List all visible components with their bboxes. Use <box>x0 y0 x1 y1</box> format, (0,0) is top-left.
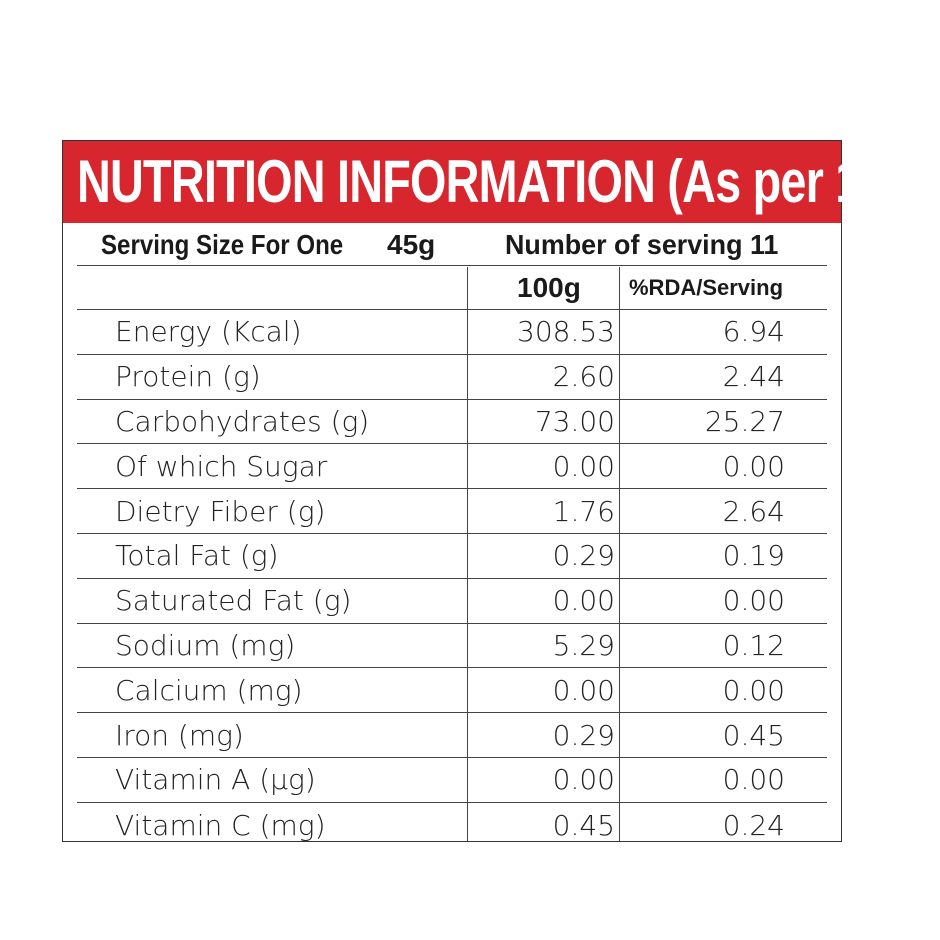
header-rda: %RDA/Serving <box>629 275 784 300</box>
header-per-100g: 100g <box>517 272 581 303</box>
table-row: Protein (g) 2.60 2.44 <box>77 355 827 400</box>
nutrient-name: Vitamin A (µg) <box>115 763 316 797</box>
nutrient-rda: 0.00 <box>722 449 785 483</box>
nutrient-per-100g: 5.29 <box>552 628 615 662</box>
nutrition-panel: NUTRITION INFORMATION (As per 100g) Serv… <box>62 140 940 842</box>
table-row: Iron (mg) 0.29 0.45 <box>77 713 827 758</box>
nutrient-per-100g: 0.29 <box>552 718 615 752</box>
nutrient-name: Iron (mg) <box>115 718 244 752</box>
table-row: Vitamin C (mg) 0.45 0.24 <box>77 803 827 848</box>
nutrient-name: Of which Sugar <box>115 449 328 483</box>
nutrient-per-100g: 0.29 <box>552 539 615 573</box>
nutrient-name: Carbohydrates (g) <box>115 404 370 438</box>
serving-divider <box>77 265 827 266</box>
nutrient-name: Vitamin C (mg) <box>115 808 326 842</box>
table-row: Carbohydrates (g) 73.00 25.27 <box>77 400 827 445</box>
column-divider-2 <box>619 267 620 841</box>
nutrient-per-100g: 0.45 <box>552 808 615 842</box>
table-row: Energy (Kcal) 308.53 6.94 <box>77 310 827 355</box>
nutrient-rda: 0.19 <box>722 539 785 573</box>
column-header-row: 100g %RDA/Serving <box>77 267 827 310</box>
nutrient-per-100g: 73.00 <box>534 404 615 438</box>
nutrient-name: Protein (g) <box>115 360 261 394</box>
table-row: Vitamin A (µg) 0.00 0.00 <box>77 758 827 803</box>
serving-size-label: Serving Size For One <box>101 229 344 260</box>
nutrient-per-100g: 308.53 <box>517 315 615 349</box>
column-divider-1 <box>467 267 468 841</box>
table-row: Calcium (mg) 0.00 0.00 <box>77 668 827 714</box>
nutrient-rda: 2.64 <box>722 494 785 528</box>
nutrient-name: Sodium (mg) <box>115 628 296 662</box>
table-row: Saturated Fat (g) 0.00 0.00 <box>77 579 827 624</box>
nutrient-rda: 0.00 <box>722 584 785 618</box>
nutrient-per-100g: 1.76 <box>552 494 615 528</box>
nutrient-name: Energy (Kcal) <box>115 315 302 349</box>
nutrient-name: Total Fat (g) <box>115 539 279 573</box>
table-row: Sodium (mg) 5.29 0.12 <box>77 624 827 669</box>
title-banner: NUTRITION INFORMATION (As per 100g) <box>63 141 940 223</box>
nutrient-per-100g: 0.00 <box>552 673 615 707</box>
nutrient-per-100g: 0.00 <box>552 584 615 618</box>
serving-size-value: 45g <box>387 229 436 260</box>
nutrient-rda: 2.44 <box>722 360 785 394</box>
table-row: Total Fat (g) 0.29 0.19 <box>77 534 827 579</box>
nutrient-rda: 0.24 <box>722 808 785 842</box>
nutrient-rda: 0.00 <box>722 673 785 707</box>
table-row: Dietry Fiber (g) 1.76 2.64 <box>77 489 827 534</box>
serving-row: Serving Size For One 45g Number of servi… <box>77 223 827 267</box>
page-title: NUTRITION INFORMATION (As per 100g) <box>77 148 940 215</box>
nutrient-name: Calcium (mg) <box>115 673 303 707</box>
nutrient-rda: 6.94 <box>722 315 785 349</box>
serving-count-label: Number of serving 11 <box>505 229 779 260</box>
nutrient-rda: 0.00 <box>722 763 785 797</box>
nutrient-name: Dietry Fiber (g) <box>115 494 326 528</box>
nutrient-rda: 0.45 <box>722 718 785 752</box>
table-row: Of which Sugar 0.00 0.00 <box>77 444 827 490</box>
nutrient-per-100g: 0.00 <box>552 449 615 483</box>
nutrient-per-100g: 2.60 <box>552 360 615 394</box>
nutrient-rda: 25.27 <box>704 404 785 438</box>
nutrient-per-100g: 0.00 <box>552 763 615 797</box>
nutrient-name: Saturated Fat (g) <box>115 584 352 618</box>
nutrient-rda: 0.12 <box>722 628 785 662</box>
